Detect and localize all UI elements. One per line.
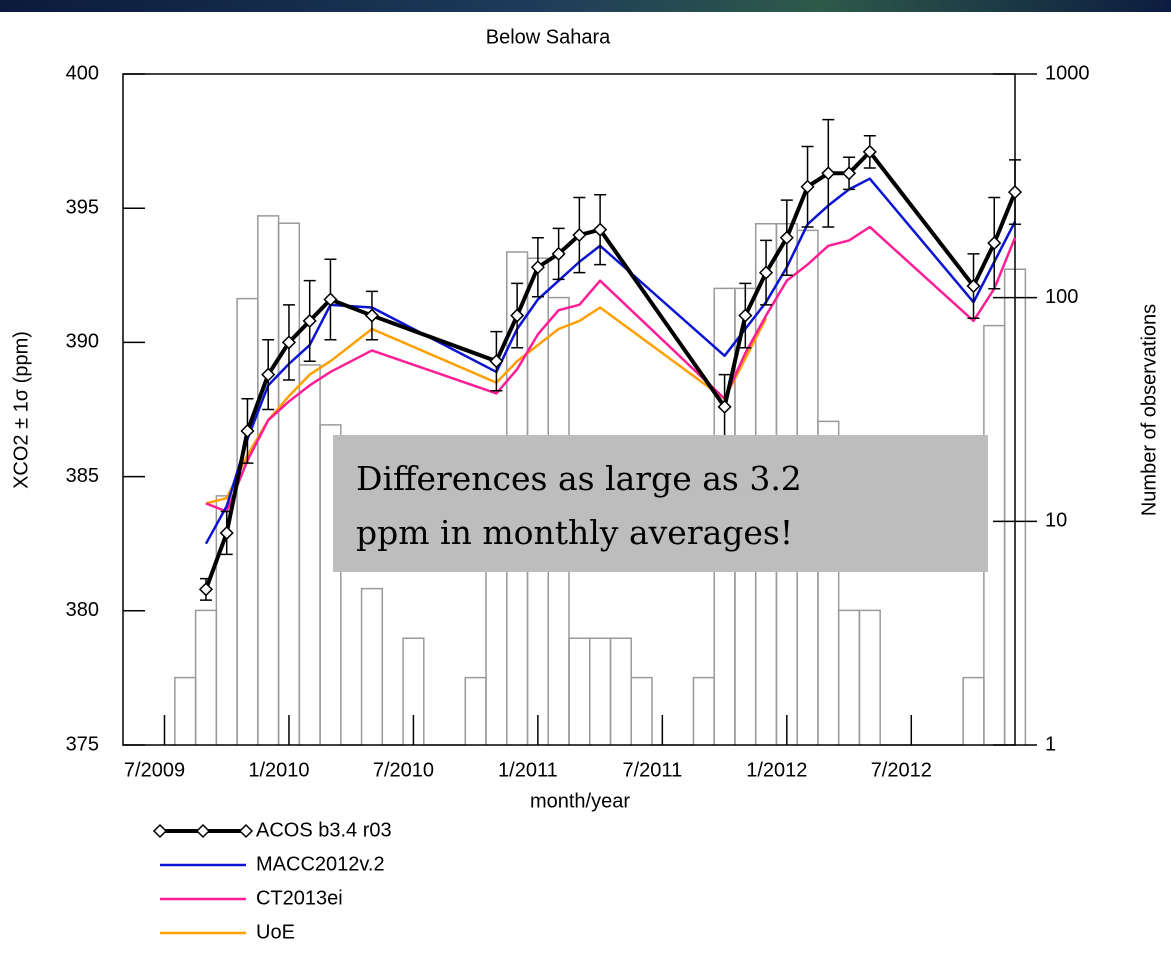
- y2-axis-label: Number of observations: [1138, 304, 1160, 516]
- y2-tick-label: 100: [1045, 286, 1078, 308]
- y-tick-label: 400: [66, 62, 99, 84]
- annotation-line: Differences as large as 3.2: [356, 459, 802, 498]
- annotation: Differences as large as 3.2 ppm in month…: [333, 435, 988, 572]
- y2-tick-label: 10: [1045, 510, 1067, 532]
- data-point: [489, 354, 504, 369]
- data-point: [841, 166, 857, 181]
- legend-label: CT2013ei: [256, 887, 343, 909]
- legend-label: MACC2012v.2: [256, 853, 385, 875]
- observation-bin: [319, 424, 342, 745]
- observation-bin: [609, 637, 632, 745]
- data-point: [738, 308, 753, 323]
- legend: ACOS b3.4 r03 MACC2012v.2 CT2013ei UoE: [152, 819, 392, 943]
- data-point: [800, 179, 815, 194]
- data-point: [987, 236, 1002, 251]
- data-point: [862, 144, 877, 159]
- plot-frame: [122, 73, 1016, 746]
- observation-bin: [464, 676, 487, 745]
- data-point: [323, 292, 338, 307]
- observation-bin: [360, 587, 384, 745]
- data-point: [1007, 185, 1023, 200]
- x-tick-label: 7/2009: [124, 759, 185, 781]
- y-tick-label: 385: [66, 465, 99, 487]
- data-point: [302, 313, 317, 328]
- chart-title: Below Sahara: [486, 26, 611, 48]
- data-point: [759, 265, 774, 280]
- y-tick-label: 375: [66, 733, 99, 755]
- observation-bin: [402, 637, 425, 745]
- y-tick-label: 390: [66, 331, 99, 353]
- data-point: [240, 423, 255, 439]
- observation-bin: [194, 609, 218, 745]
- x-tick-label: 7/2011: [623, 759, 683, 781]
- data-point: [572, 227, 587, 243]
- data-point: [219, 525, 234, 541]
- data-point: [261, 367, 276, 382]
- observation-bin: [837, 609, 861, 745]
- y2-tick-label: 1: [1045, 733, 1056, 755]
- data-point: [551, 246, 566, 261]
- x-axis-label: month/year: [530, 790, 630, 812]
- annotation-line: ppm in monthly averages!: [356, 513, 793, 552]
- x-tick-label: 7/2012: [871, 759, 932, 781]
- series-line: [205, 225, 1017, 513]
- data-point: [779, 230, 794, 245]
- legend-marker: [238, 823, 254, 839]
- annotation-box: [333, 435, 988, 572]
- data-point: [966, 278, 981, 294]
- observation-bin: [277, 222, 301, 745]
- data-point: [364, 308, 379, 323]
- x-tick-label: 1/2012: [746, 759, 807, 781]
- observation-bin: [236, 297, 259, 745]
- legend-marker: [195, 823, 211, 839]
- x-tick-label: 7/2010: [373, 759, 434, 781]
- y-tick-label: 380: [66, 599, 99, 621]
- data-point: [198, 582, 214, 597]
- top-strip: [0, 0, 1171, 12]
- observation-bin: [817, 420, 840, 745]
- observation-bin: [298, 364, 321, 745]
- x-tick-label: 1/2011: [498, 759, 558, 781]
- data-point: [281, 335, 297, 350]
- data-point: [717, 399, 732, 414]
- observation-bin: [588, 637, 612, 745]
- observation-bin: [692, 676, 715, 745]
- data-point: [530, 260, 545, 275]
- x-tick-label: 1/2010: [248, 759, 309, 781]
- observation-bin: [568, 637, 591, 745]
- observation-bin: [174, 676, 197, 745]
- legend-label: ACOS b3.4 r03: [256, 819, 392, 841]
- observation-bin: [962, 676, 985, 745]
- data-point: [593, 222, 608, 237]
- y-axis-label: XCO2 ± 1σ (ppm): [10, 331, 32, 489]
- observation-bin: [858, 609, 881, 745]
- y2-tick-label: 1000: [1045, 62, 1090, 84]
- observation-bin: [630, 676, 653, 745]
- y-tick-label: 395: [66, 196, 99, 218]
- data-point: [510, 308, 525, 323]
- data-point: [821, 166, 836, 181]
- legend-label: UoE: [256, 921, 295, 943]
- legend-marker: [152, 823, 168, 839]
- plot-area: 375 380 385 390 395 400 1 10 100 1000 7/2009 1/2010…: [66, 62, 1090, 781]
- observation-bin: [257, 215, 280, 745]
